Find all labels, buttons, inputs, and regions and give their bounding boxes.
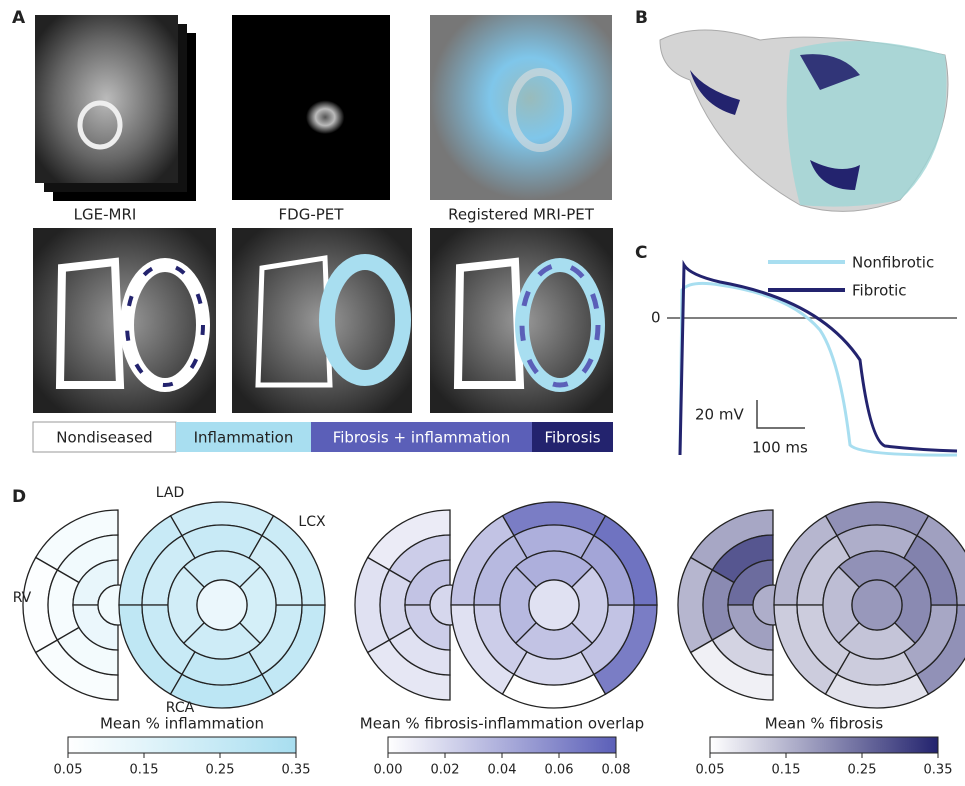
- legend-label: Nondiseased: [56, 429, 152, 447]
- image-stack: [35, 15, 196, 201]
- colorbar-tick-label: 0.05: [54, 763, 83, 778]
- colorbar-tick-label: 0.02: [431, 763, 460, 778]
- lv-apex: [197, 580, 247, 630]
- colorbar-title: Mean % inflammation: [100, 715, 264, 733]
- colorbar: [68, 737, 296, 753]
- legend-label: Fibrosis + inflammation: [333, 429, 511, 447]
- colorbar: [388, 737, 616, 753]
- scale-label: 100 ms: [752, 439, 808, 457]
- lv-apex: [852, 580, 902, 630]
- pet-image: [232, 15, 390, 200]
- region-label: LAD: [156, 485, 184, 501]
- legend-label: Inflammation: [194, 429, 294, 447]
- colorbar-tick-label: 0.35: [282, 763, 311, 778]
- colorbar-tick-label: 0.08: [602, 763, 631, 778]
- colorbar-tick-label: 0.06: [545, 763, 574, 778]
- image-label: FDG-PET: [279, 206, 345, 224]
- colorbar-tick-label: 0.15: [772, 763, 801, 778]
- series-label: Fibrotic: [852, 282, 907, 300]
- legend-label: Fibrosis: [544, 429, 600, 447]
- region-label: RCA: [166, 700, 195, 716]
- colorbar-tick-label: 0.05: [696, 763, 725, 778]
- action-potential: [667, 262, 957, 455]
- colorbar-tick-label: 0.25: [206, 763, 235, 778]
- figure: A B C D LGE-MRI FDG-PET Registered MRI-PET Nond…: [0, 0, 965, 782]
- colorbar-tick-label: 0.04: [488, 763, 517, 778]
- scale-label: 20 mV: [695, 406, 744, 424]
- zero-label: 0: [651, 309, 661, 327]
- region-label: RV: [13, 590, 32, 606]
- heart-model: [660, 30, 948, 211]
- panel-letter: A: [12, 8, 26, 28]
- colorbar-tick-label: 0.15: [130, 763, 159, 778]
- lv-apex: [529, 580, 579, 630]
- series-label: Nonfibrotic: [852, 254, 934, 272]
- colorbar-tick-label: 0.25: [848, 763, 877, 778]
- colorbar-tick-label: 0.35: [924, 763, 953, 778]
- registered-image: [430, 15, 612, 200]
- panel-letter: B: [635, 8, 648, 28]
- image-label: LGE-MRI: [74, 206, 137, 224]
- region-label: LCX: [298, 514, 326, 530]
- image-label: Registered MRI-PET: [448, 206, 595, 224]
- panel-letter: D: [12, 487, 26, 507]
- colorbar-title: Mean % fibrosis-inflammation overlap: [360, 715, 644, 733]
- colorbar: [710, 737, 938, 753]
- panel-letter: C: [635, 243, 647, 263]
- colorbar-tick-label: 0.00: [374, 763, 403, 778]
- colorbar-title: Mean % fibrosis: [765, 715, 884, 733]
- segmented-slices: [33, 228, 613, 413]
